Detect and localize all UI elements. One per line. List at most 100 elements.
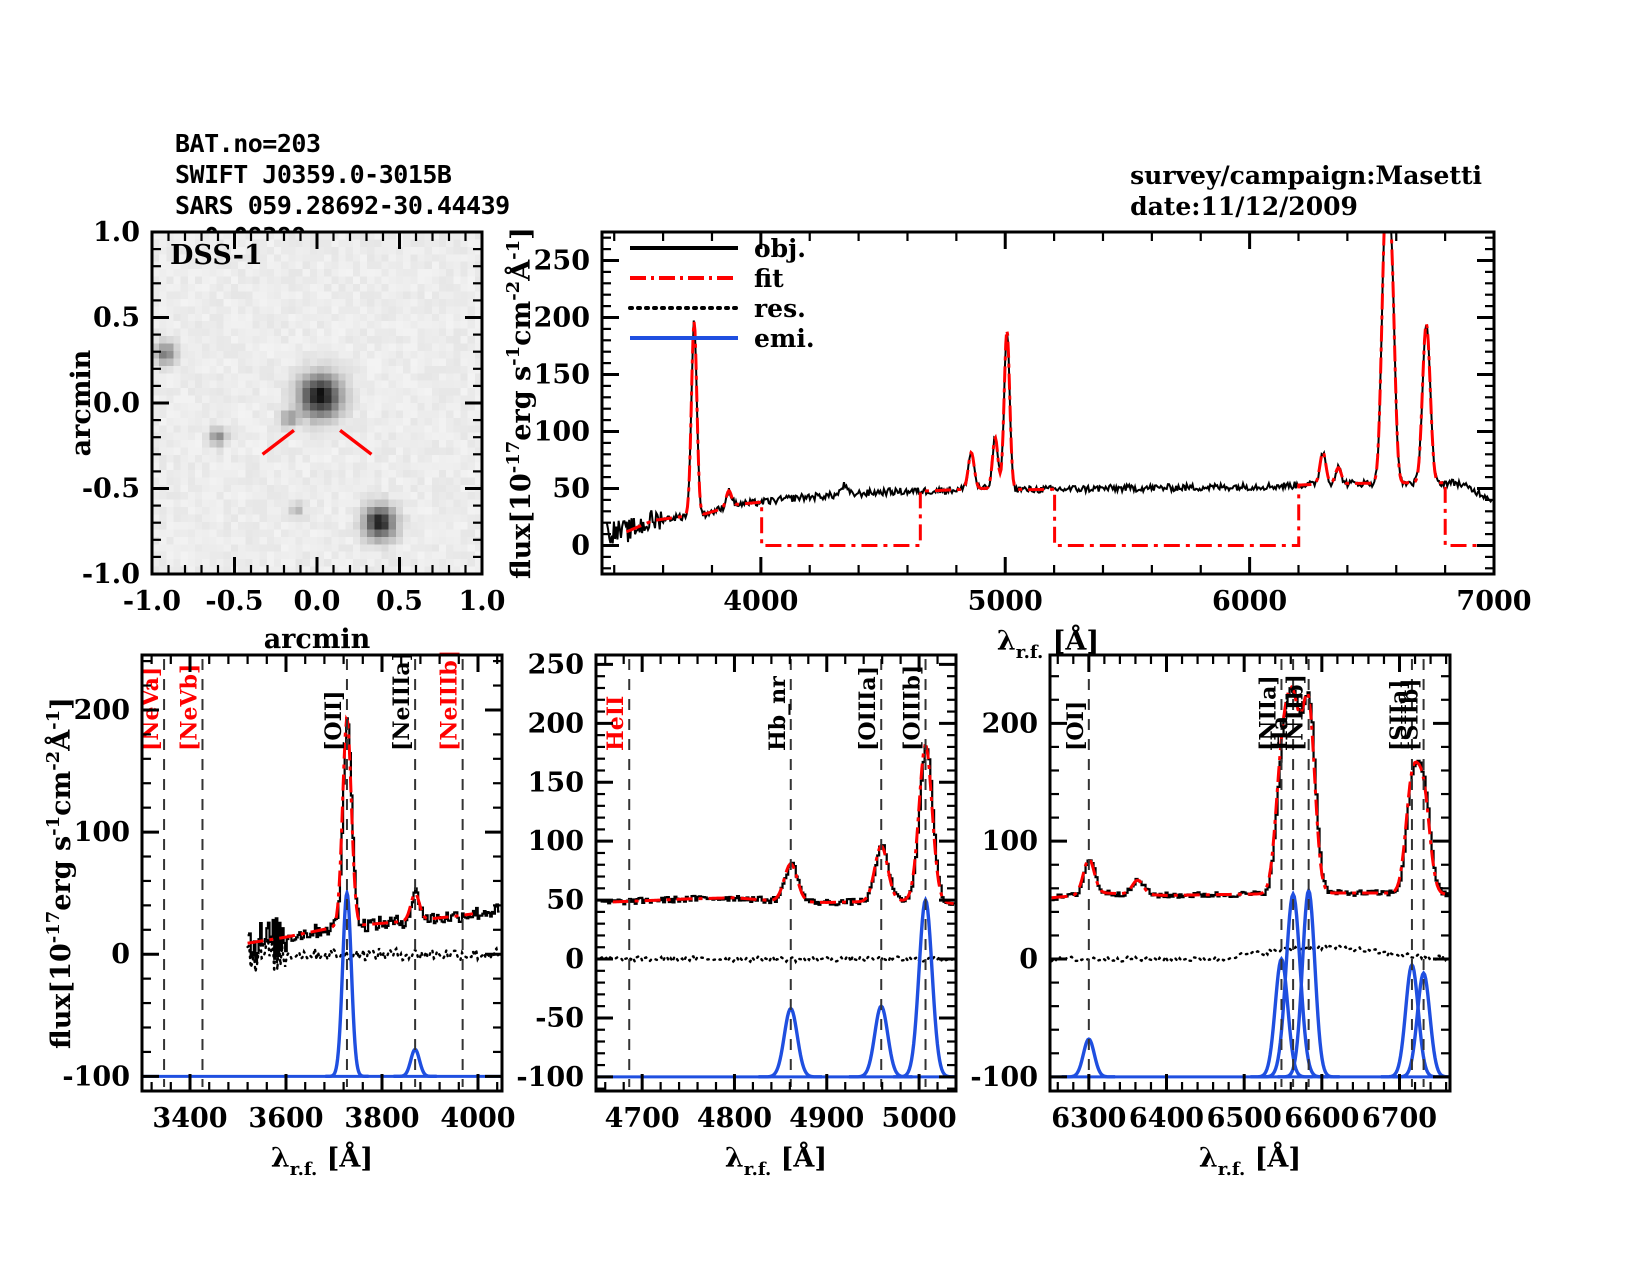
svg-text:5000: 5000	[881, 1103, 956, 1134]
model-fit-trace	[247, 714, 474, 945]
image-xlabel: arcmin	[264, 624, 371, 655]
svg-text:7000: 7000	[1456, 586, 1531, 617]
svg-text:4000: 4000	[440, 1103, 515, 1134]
svg-text:0: 0	[1019, 944, 1038, 975]
svg-text:6000: 6000	[1212, 586, 1287, 617]
line-label: Hb_nr	[765, 676, 791, 751]
svg-text:4000: 4000	[723, 586, 798, 617]
svg-text:6700: 6700	[1362, 1103, 1437, 1134]
svg-text:0.5: 0.5	[376, 586, 423, 617]
line-label: [NIIb]	[1283, 674, 1309, 751]
line-label: Ha	[1267, 716, 1293, 751]
svg-text:200: 200	[982, 708, 1038, 739]
sars-name: SARS 059.28692-30.44439	[175, 191, 510, 220]
svg-text:250: 250	[534, 246, 590, 277]
residual-trace	[599, 953, 955, 966]
survey-campaign: survey/campaign:Masetti	[1130, 161, 1482, 190]
svg-text:150: 150	[528, 767, 584, 798]
swift-name: SWIFT J0359.0-3015B	[175, 160, 452, 189]
line-label: [SIIb]	[1398, 678, 1424, 751]
svg-text:-100: -100	[970, 1062, 1038, 1093]
svg-text:200: 200	[534, 303, 590, 334]
emission-component	[325, 886, 369, 1079]
survey-info-block: survey/campaign:Masetti date:11/12/2009	[1130, 160, 1482, 222]
line-label: [OIIIb]	[900, 665, 926, 751]
svg-text:6500: 6500	[1207, 1103, 1282, 1134]
svg-text:1.0: 1.0	[93, 217, 140, 248]
svg-text:flux[10-17erg s-1cm-2Å-1]: flux[10-17erg s-1cm-2Å-1]	[43, 697, 77, 1049]
emission-component	[1258, 890, 1329, 1079]
svg-text:flux[10-17erg s-1cm-2Å-1]: flux[10-17erg s-1cm-2Å-1]	[503, 227, 537, 579]
legend-label-fit: fit	[754, 264, 784, 293]
svg-text:1.0: 1.0	[459, 586, 506, 617]
target-info-block: BAT.no=203 SWIFT J0359.0-3015B SARS 059.…	[175, 128, 510, 252]
legend-label-obj: obj.	[754, 234, 806, 263]
observed-spectrum-trace	[600, 747, 955, 907]
emission-component	[1277, 886, 1340, 1079]
target-pointer	[339, 429, 373, 456]
svg-text:0.5: 0.5	[93, 303, 140, 334]
svg-text:100: 100	[982, 826, 1038, 857]
observation-date: date:11/12/2009	[1130, 192, 1358, 221]
zoom-red-panel: [OI] [NIIa]Ha[NIIb] [SIIa][SIIb] 6300 6400 65…	[970, 653, 1452, 1180]
residual-trace	[1050, 943, 1449, 964]
svg-text:3400: 3400	[152, 1103, 227, 1134]
svg-text:0: 0	[565, 944, 584, 975]
image-ylabel: arcmin	[66, 349, 97, 456]
residual-trace	[246, 935, 500, 973]
line-label: [NIIa]	[1255, 675, 1281, 751]
svg-text:λr.f. [Å]: λr.f. [Å]	[725, 1140, 827, 1180]
svg-text:100: 100	[528, 826, 584, 857]
svg-text:λr.f. [Å]: λr.f. [Å]	[271, 1140, 373, 1180]
svg-text:-1.0: -1.0	[82, 559, 140, 590]
svg-text:4700: 4700	[605, 1103, 680, 1134]
svg-text:-0.5: -0.5	[82, 474, 140, 505]
svg-text:λr.f. [Å]: λr.f. [Å]	[1199, 1140, 1301, 1180]
svg-text:3600: 3600	[248, 1103, 323, 1134]
line-label: [NeIIIa]	[389, 651, 415, 751]
svg-text:0: 0	[571, 531, 590, 562]
svg-text:6400: 6400	[1129, 1103, 1204, 1134]
svg-text:-50: -50	[535, 1003, 584, 1034]
legend-label-res: res.	[754, 294, 806, 323]
line-label: [OI]	[1063, 701, 1089, 751]
legend-label-emi: emi.	[754, 324, 815, 353]
svg-text:-100: -100	[62, 1061, 130, 1092]
svg-text:5000: 5000	[968, 586, 1043, 617]
svg-text:6300: 6300	[1051, 1103, 1126, 1134]
svg-text:200: 200	[74, 695, 130, 726]
svg-text:150: 150	[534, 360, 590, 391]
dss-image-panel: -1.0 -0.5 0.0 0.5 1.0 -1.0 -0.5 0.0 0.5 1.0 DSS-1 a…	[66, 217, 505, 655]
line-label: [NeIIIb]	[437, 650, 463, 751]
model-fit-trace	[612, 743, 954, 906]
zoom-green-panel: HeII Hb_nr [OIIIa] [OIIIb]4700 4800 4900 5000-…	[516, 649, 958, 1180]
line-label: [NeVb]	[176, 664, 202, 751]
svg-text:4800: 4800	[697, 1103, 772, 1134]
target-pointer	[261, 429, 295, 456]
svg-text:4900: 4900	[789, 1103, 864, 1134]
line-label: [SIIa]	[1386, 679, 1412, 751]
svg-text:3800: 3800	[344, 1103, 419, 1134]
svg-text:-100: -100	[516, 1062, 584, 1093]
svg-text:50: 50	[546, 885, 584, 916]
svg-text:200: 200	[528, 708, 584, 739]
svg-text:0.0: 0.0	[93, 388, 140, 419]
svg-text:λr.f. [Å]: λr.f. [Å]	[997, 623, 1099, 663]
bat-number: BAT.no=203	[175, 129, 321, 158]
line-label: [OII]	[321, 690, 347, 751]
model-fit-trace	[625, 232, 1493, 547]
model-fit-trace	[1051, 684, 1447, 900]
svg-text:-1.0: -1.0	[123, 586, 181, 617]
svg-text:100: 100	[74, 817, 130, 848]
observed-spectrum-trace	[605, 232, 1493, 544]
svg-text:0.0: 0.0	[294, 586, 341, 617]
svg-text:50: 50	[552, 474, 590, 505]
svg-text:250: 250	[528, 649, 584, 680]
zoom-blue-panel: [NeVa] [NeVb] [OII] [NeIIIa] [NeIIIb]3400 360…	[43, 650, 516, 1180]
full-spectrum-panel: 4000 5000 6000 7000 0 50 100 150 200 250 λr.f. [Å]…	[503, 227, 1532, 663]
dss-survey-label: DSS-1	[170, 240, 263, 271]
svg-text:6600: 6600	[1284, 1103, 1359, 1134]
svg-text:0: 0	[111, 939, 130, 970]
line-label: [OIIIa]	[855, 666, 881, 751]
